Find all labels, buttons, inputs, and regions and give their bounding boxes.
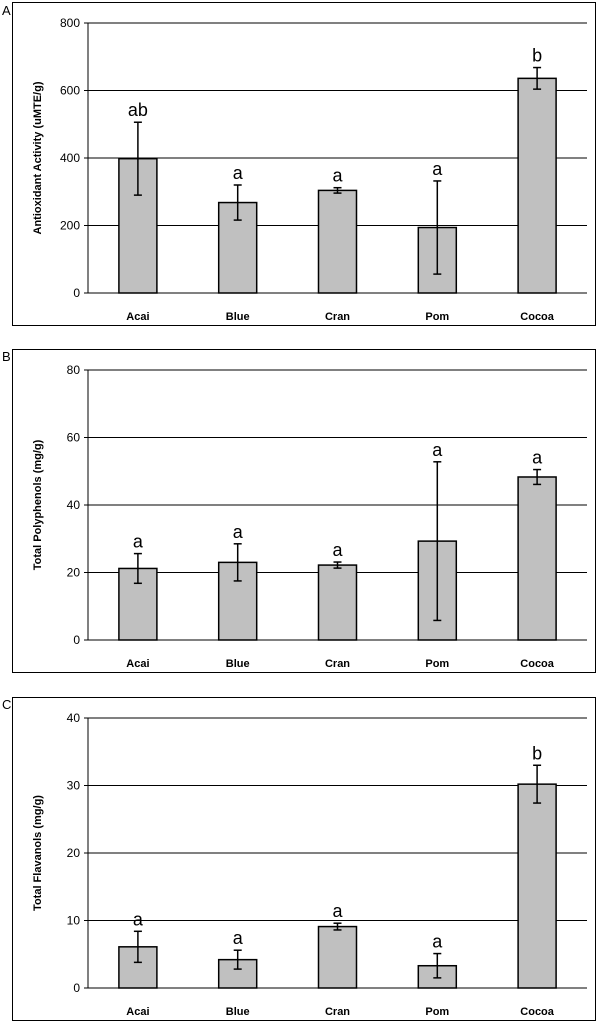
x-tick-label: Pom bbox=[425, 311, 449, 323]
y-tick-label: 60 bbox=[67, 431, 81, 445]
x-tick-label: Blue bbox=[226, 311, 250, 323]
panel-label-c: C bbox=[2, 697, 12, 712]
x-tick-label: Cocoa bbox=[520, 658, 555, 670]
y-tick-label: 800 bbox=[60, 16, 80, 30]
x-tick-label: Pom bbox=[425, 1006, 449, 1018]
y-tick-label: 400 bbox=[60, 151, 80, 165]
significance-label: b bbox=[532, 743, 542, 763]
y-axis-label: Total Flavanols (mg/g) bbox=[32, 795, 44, 911]
significance-label: a bbox=[532, 448, 543, 468]
significance-label: a bbox=[233, 928, 244, 948]
y-tick-label: 30 bbox=[67, 779, 81, 793]
significance-label: a bbox=[332, 540, 343, 560]
y-axis-label: Antioxidant Activity (uMTE/g) bbox=[32, 81, 44, 234]
x-tick-label: Cocoa bbox=[520, 1006, 555, 1018]
x-tick-label: Cran bbox=[325, 1006, 350, 1018]
chart-panel-b: 0 20 40 60 80 Total Polyphenols (mg/g) a Acai a B… bbox=[12, 349, 596, 673]
y-tick-label: 80 bbox=[67, 363, 81, 377]
significance-label: a bbox=[133, 532, 144, 552]
chart-panel-a: 0 200 400 600 800 Antioxidant Activity (uMTE/… bbox=[12, 2, 596, 326]
x-tick-label: Acai bbox=[126, 1006, 149, 1018]
significance-label: a bbox=[133, 909, 144, 929]
y-tick-label: 20 bbox=[67, 846, 81, 860]
y-tick-label: 200 bbox=[60, 219, 80, 233]
x-tick-label: Acai bbox=[126, 311, 149, 323]
y-tick-label: 10 bbox=[67, 914, 81, 928]
y-tick-label: 40 bbox=[67, 711, 81, 725]
significance-label: a bbox=[432, 159, 443, 179]
x-tick-label: Cran bbox=[325, 311, 350, 323]
y-axis-label: Total Polyphenols (mg/g) bbox=[32, 439, 44, 570]
bar-cocoa bbox=[517, 77, 557, 294]
x-tick-label: Blue bbox=[226, 1006, 250, 1018]
y-tick-label: 20 bbox=[67, 566, 81, 580]
x-tick-label: Acai bbox=[126, 658, 149, 670]
y-tick-label: 40 bbox=[67, 498, 81, 512]
y-tick-label: 600 bbox=[60, 84, 80, 98]
significance-label: ab bbox=[128, 100, 148, 120]
significance-label: a bbox=[332, 166, 343, 186]
x-tick-label: Cocoa bbox=[520, 311, 555, 323]
x-tick-label: Blue bbox=[226, 658, 250, 670]
significance-label: b bbox=[532, 46, 542, 66]
significance-label: a bbox=[233, 163, 244, 183]
bar-cran bbox=[317, 189, 358, 294]
bar-chart-antioxidant: 0 200 400 600 800 Antioxidant Activity (uMTE/… bbox=[32, 16, 587, 323]
bar-cocoa bbox=[517, 476, 557, 641]
chart-panel-c: 0 10 20 30 40 Total Flavanols (mg/g) a Acai a Blu… bbox=[12, 697, 596, 1021]
x-tick-label: Cran bbox=[325, 658, 350, 670]
significance-label: a bbox=[233, 522, 244, 542]
bar-cran bbox=[317, 925, 358, 989]
bar-cran bbox=[317, 564, 358, 641]
panel-label-b: B bbox=[2, 349, 11, 364]
bar-chart-polyphenols: 0 20 40 60 80 Total Polyphenols (mg/g) a Acai a B… bbox=[32, 363, 587, 670]
significance-label: a bbox=[432, 440, 443, 460]
y-tick-label: 0 bbox=[73, 633, 80, 647]
y-tick-label: 0 bbox=[73, 981, 80, 995]
y-tick-label: 0 bbox=[73, 286, 80, 300]
bar-chart-flavanols: 0 10 20 30 40 Total Flavanols (mg/g) a Acai a Blu… bbox=[32, 711, 587, 1018]
significance-label: a bbox=[332, 901, 343, 921]
x-tick-label: Pom bbox=[425, 658, 449, 670]
panel-label-a: A bbox=[2, 3, 11, 18]
significance-label: a bbox=[432, 932, 443, 952]
bar-cocoa bbox=[517, 783, 557, 989]
